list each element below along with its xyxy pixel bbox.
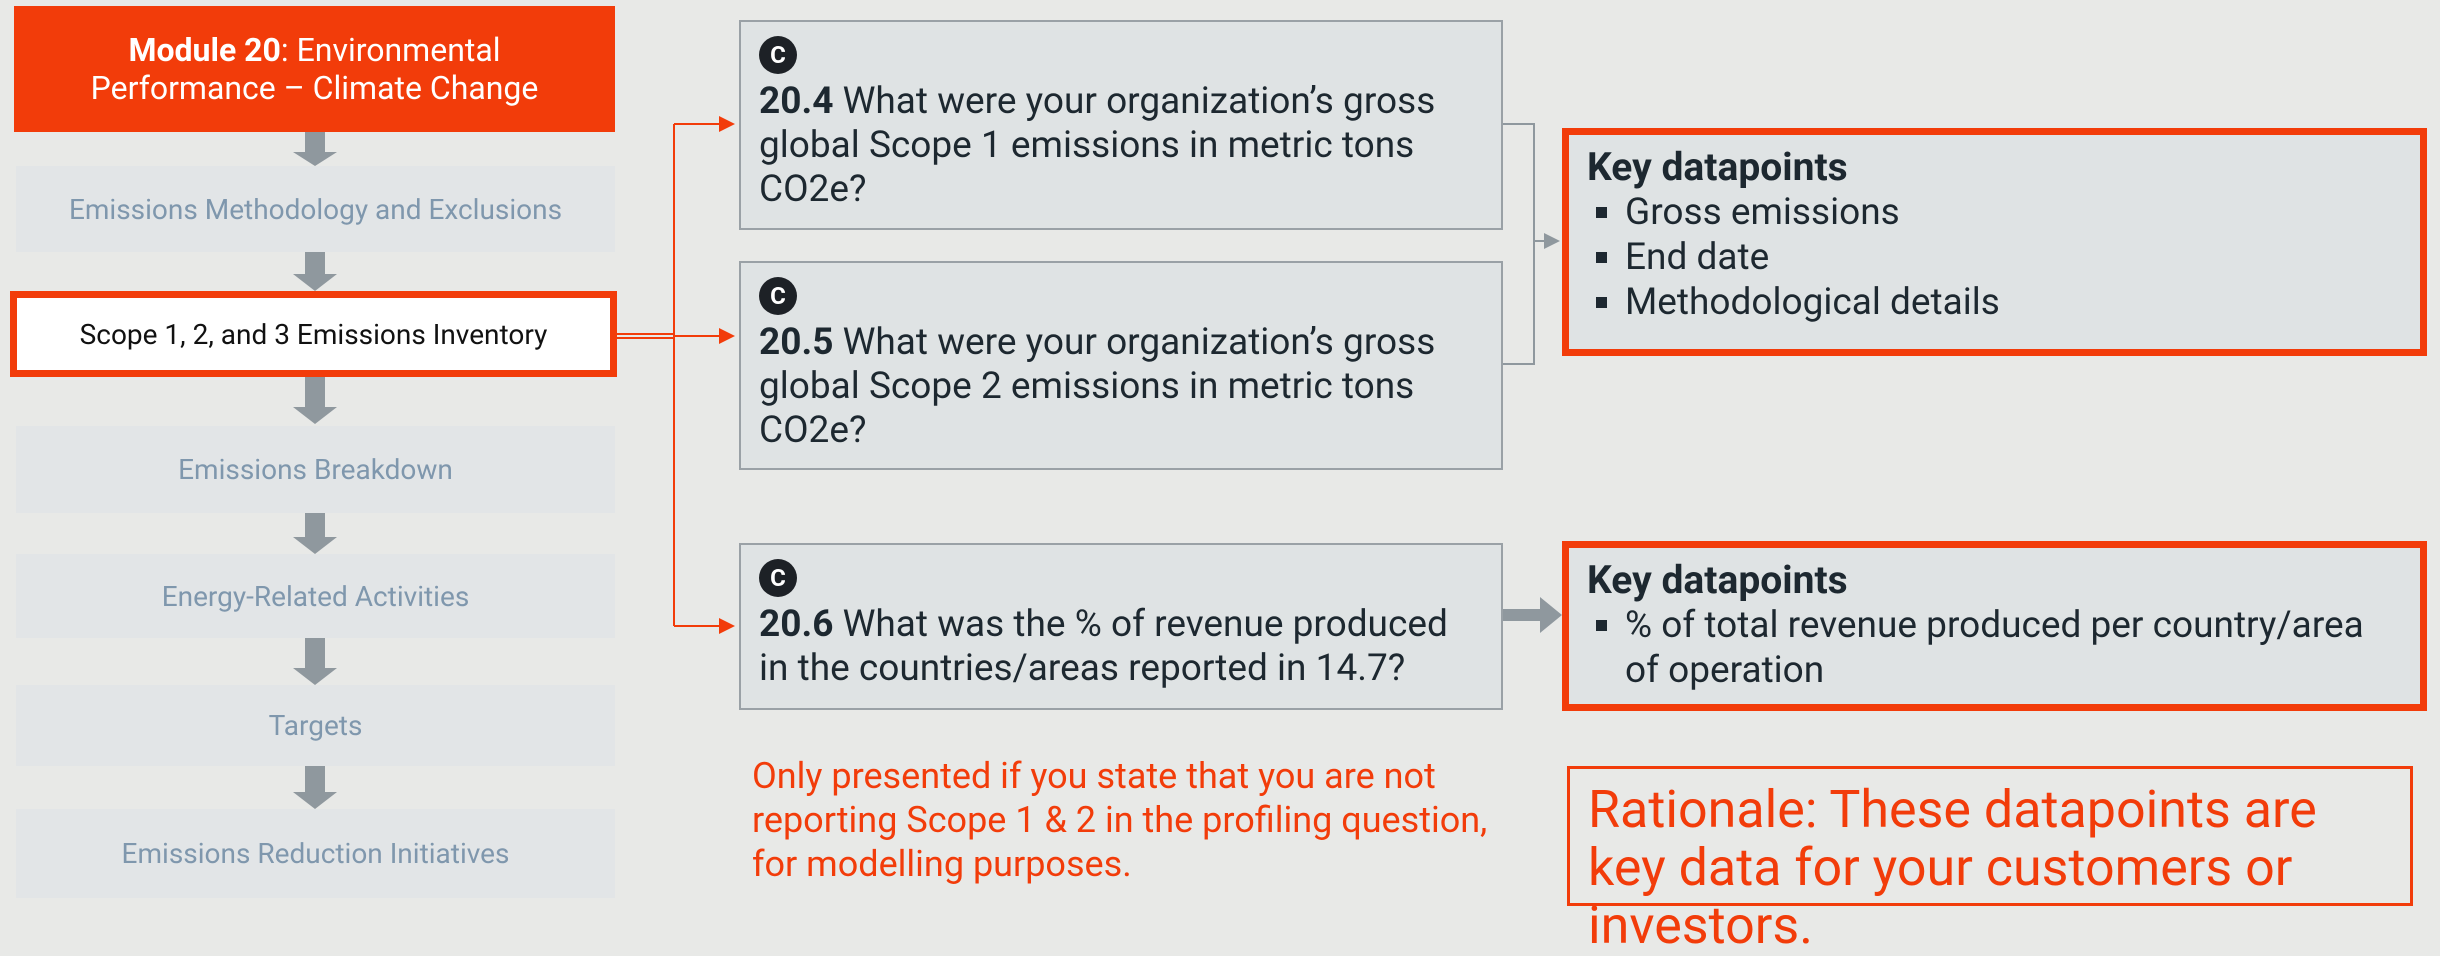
question-number: 20.6: [759, 603, 834, 646]
step-box: Emissions Reduction Initiatives: [16, 809, 615, 898]
key-title: Key datapoints: [1587, 144, 1848, 190]
key-item: % of total revenue produced per country/…: [1625, 603, 2402, 693]
key-item: Gross emissions: [1625, 190, 2402, 235]
flow-arrows: [293, 132, 337, 809]
gray-connectors: [1503, 123, 1560, 365]
note: Only presented if you state that you are…: [752, 755, 1488, 885]
question-body: What were your organization’s gross glob…: [759, 321, 1436, 452]
badge: C: [759, 36, 797, 74]
thick-arrow: [1503, 597, 1562, 633]
question-text: 20.4 What were your organization’s gross…: [759, 80, 1483, 212]
question-number: 20.4: [759, 80, 834, 123]
key-list: Gross emissionsEnd dateMethodological de…: [1587, 190, 2402, 325]
connectors: [293, 116, 1562, 809]
step-box: Emissions Breakdown: [16, 426, 615, 513]
badge: C: [759, 277, 797, 315]
module-title: : Environmental Performance – Climate Ch…: [90, 31, 539, 107]
question-box: C 20.5 What were your organization’s gros…: [739, 261, 1503, 470]
step-box: Targets: [16, 685, 615, 766]
question-body: What were your organization’s gross glob…: [759, 80, 1436, 211]
key-datapoints: Key datapointsGross emissionsEnd dateMet…: [1562, 128, 2427, 356]
key-title: Key datapoints: [1587, 557, 1848, 603]
question-number: 20.5: [759, 321, 834, 364]
page: Module 20: Environmental Performance – C…: [0, 0, 2440, 898]
module-number: Module 20: [128, 31, 281, 69]
question-box: C 20.6 What was the % of revenue produced…: [739, 543, 1503, 710]
question-text: 20.5 What were your organization’s gross…: [759, 321, 1483, 453]
question-body: What was the % of revenue produced in th…: [759, 603, 1448, 690]
step-box: Emissions Methodology and Exclusions: [16, 166, 615, 252]
orange-connectors: [617, 116, 735, 634]
key-list: % of total revenue produced per country/…: [1587, 603, 2402, 693]
step-box: Energy-Related Activities: [16, 554, 615, 638]
key-datapoints: Key datapoints% of total revenue produce…: [1562, 541, 2427, 711]
key-item: Methodological details: [1625, 280, 2402, 325]
key-item: End date: [1625, 235, 2402, 280]
rationale: Rationale: These datapoints are key data…: [1567, 766, 2413, 955]
module-header: Module 20: Environmental Performance – C…: [14, 6, 615, 132]
badge: C: [759, 559, 797, 597]
question-box: C 20.4 What were your organization’s gros…: [739, 20, 1503, 230]
step-box: Scope 1, 2, and 3 Emissions Inventory: [10, 291, 617, 377]
question-text: 20.6 What was the % of revenue produced …: [759, 603, 1483, 691]
